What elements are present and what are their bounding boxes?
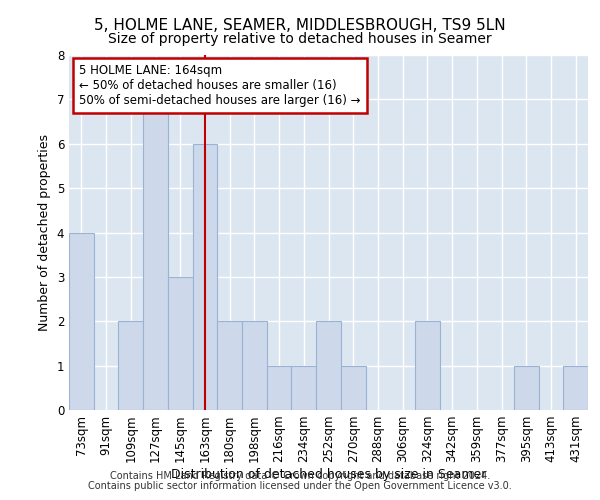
X-axis label: Distribution of detached houses by size in Seamer: Distribution of detached houses by size …	[171, 468, 486, 481]
Bar	[118, 322, 143, 410]
Bar	[193, 144, 217, 410]
Text: 5 HOLME LANE: 164sqm
← 50% of detached houses are smaller (16)
50% of semi-detac: 5 HOLME LANE: 164sqm ← 50% of detached h…	[79, 64, 361, 107]
Bar	[69, 232, 94, 410]
Y-axis label: Number of detached properties: Number of detached properties	[38, 134, 51, 331]
Bar	[143, 100, 168, 410]
Bar	[217, 322, 242, 410]
Bar	[168, 277, 193, 410]
Bar	[514, 366, 539, 410]
Bar	[316, 322, 341, 410]
Text: Contains HM Land Registry data © Crown copyright and database right 2024.: Contains HM Land Registry data © Crown c…	[110, 471, 490, 481]
Bar	[415, 322, 440, 410]
Text: 5, HOLME LANE, SEAMER, MIDDLESBROUGH, TS9 5LN: 5, HOLME LANE, SEAMER, MIDDLESBROUGH, TS…	[94, 18, 506, 32]
Text: Size of property relative to detached houses in Seamer: Size of property relative to detached ho…	[108, 32, 492, 46]
Bar	[563, 366, 588, 410]
Bar	[267, 366, 292, 410]
Bar	[292, 366, 316, 410]
Text: Contains public sector information licensed under the Open Government Licence v3: Contains public sector information licen…	[88, 481, 512, 491]
Bar	[341, 366, 365, 410]
Bar	[242, 322, 267, 410]
